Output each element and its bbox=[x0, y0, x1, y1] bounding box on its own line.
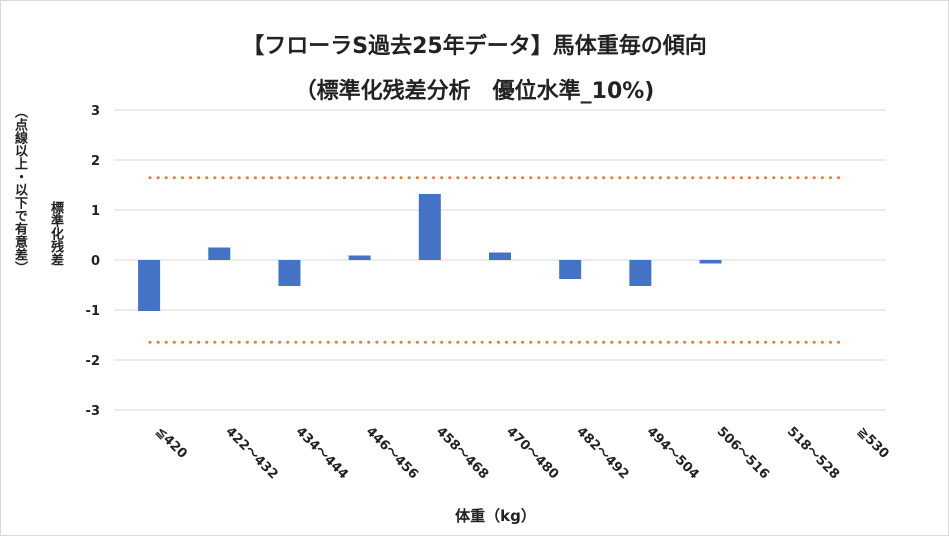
x-tick-label: 470～480 bbox=[503, 424, 561, 482]
bar bbox=[278, 260, 301, 286]
x-tick-label: 506～516 bbox=[714, 424, 772, 482]
x-tick-label: 518～528 bbox=[784, 424, 842, 482]
x-tick-label: 446～456 bbox=[363, 424, 421, 482]
y-axis-note: （点線以上・以下で有意差） bbox=[12, 105, 27, 274]
bar bbox=[138, 260, 161, 311]
x-tick-label: ≧530 bbox=[854, 424, 891, 461]
chart-title-line2: （標準化残差分析 優位水準_10%) bbox=[294, 79, 655, 104]
bar bbox=[489, 252, 511, 260]
y-tick-label: 2 bbox=[91, 154, 100, 169]
x-axis-label: 体重（kg） bbox=[455, 507, 536, 525]
y-tick-label: 1 bbox=[91, 204, 100, 219]
bar bbox=[699, 260, 722, 264]
x-tick-label: 482～492 bbox=[573, 424, 631, 482]
bar bbox=[559, 260, 582, 279]
chart-title-line1: 【フローラS過去25年データ】馬体重毎の傾向 bbox=[242, 34, 707, 59]
x-tick-label: 494～504 bbox=[644, 424, 702, 482]
y-axis-title: （点線以上・以下で有意差） 標準化残差 bbox=[10, 105, 64, 395]
x-tick-label: ≦420 bbox=[152, 424, 189, 461]
x-tick-label: 422～432 bbox=[222, 424, 280, 482]
bar bbox=[348, 255, 371, 260]
y-tick-label: 0 bbox=[91, 254, 100, 269]
y-tick-label: -3 bbox=[86, 404, 100, 419]
x-tick-label: 434～444 bbox=[293, 424, 351, 482]
bar bbox=[629, 260, 652, 286]
bar bbox=[418, 194, 441, 260]
y-axis-label: 標準化残差 bbox=[48, 201, 63, 266]
x-tick-label: 458～468 bbox=[433, 424, 491, 482]
y-tick-label: -2 bbox=[86, 354, 100, 369]
y-tick-label: 3 bbox=[91, 104, 100, 119]
bar bbox=[208, 247, 231, 260]
y-tick-label: -1 bbox=[86, 304, 100, 319]
